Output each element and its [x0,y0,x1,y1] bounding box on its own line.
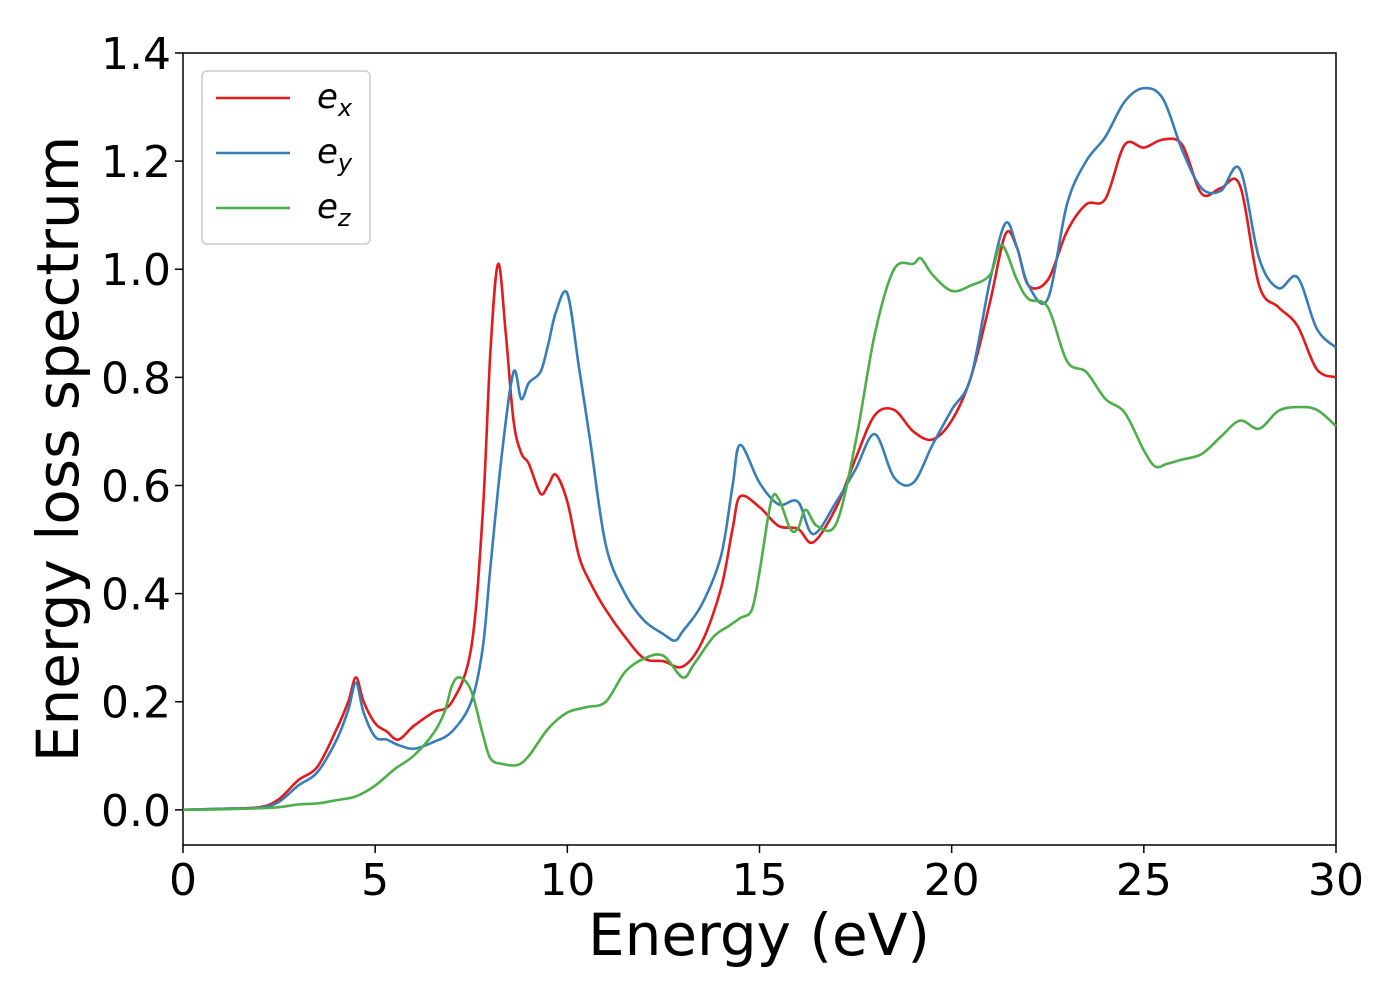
legend-label: ez [317,187,352,232]
x-axis-ticks: 0 5 10 15 20 25 30 [169,845,1364,906]
y-tick-label: 1.4 [101,29,171,80]
x-tick-label: 30 [1308,855,1364,906]
y-tick-label: 1.0 [101,245,171,296]
series-line-ex [182,137,1337,812]
series-line-ey [182,86,1337,812]
y-tick-label: 0.6 [101,461,171,512]
x-tick-label: 10 [539,855,595,906]
x-tick-label: 0 [169,855,197,906]
y-tick-label: 0.4 [101,570,171,621]
x-tick-label: 15 [732,855,788,906]
x-tick-label: 20 [924,855,980,906]
x-tick-label: 5 [361,855,389,906]
legend-entries: ex ey ez [216,77,353,232]
legend-label: ex [317,77,353,122]
y-tick-label: 0.2 [101,678,171,729]
legend: ex ey ez [201,70,371,245]
series-layer [182,86,1337,812]
y-axis-ticks: 0.0 0.2 0.4 0.6 0.8 1.0 1.2 1.4 [101,29,183,837]
y-tick-label: 0.8 [101,353,171,404]
x-tick-label: 25 [1116,855,1172,906]
legend-label: ey [317,132,353,177]
legend-frame [201,70,371,245]
y-tick-label: 1.2 [101,137,171,188]
series-line-ez [182,243,1337,812]
y-axis-title: Energy loss spectrum [24,136,92,762]
y-tick-label: 0.0 [101,786,171,837]
x-axis-title: Energy (eV) [588,901,930,969]
